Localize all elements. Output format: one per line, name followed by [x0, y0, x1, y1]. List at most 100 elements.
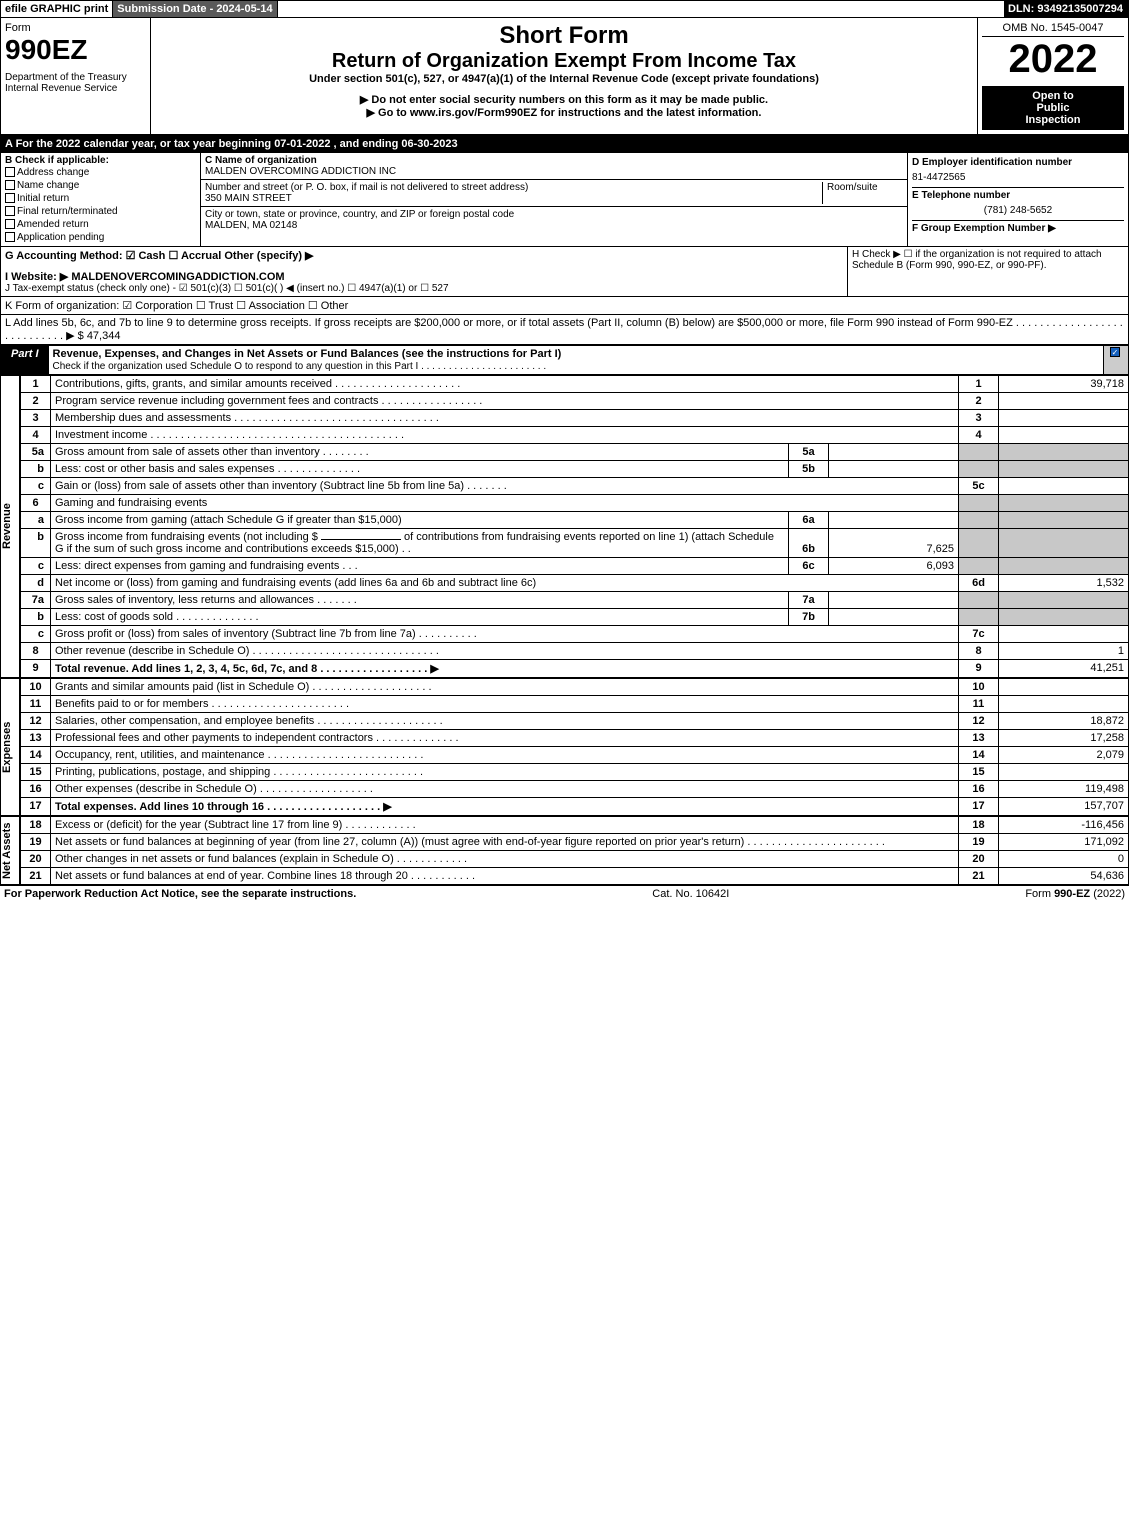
ein: 81-4472565 — [912, 170, 1124, 185]
d-label: D Employer identification number — [912, 155, 1124, 170]
public: Public — [986, 102, 1120, 114]
line-5a: 5aGross amount from sale of assets other… — [21, 444, 1129, 461]
chk-amended[interactable] — [5, 219, 15, 229]
line-5b: bLess: cost or other basis and sales exp… — [21, 461, 1129, 478]
goto-link[interactable]: ▶ Go to www.irs.gov/Form990EZ for instru… — [155, 106, 973, 119]
h-schedule-b: H Check ▶ ☐ if the organization is not r… — [848, 247, 1128, 296]
form-number: 990EZ — [5, 34, 146, 66]
dln: DLN: 93492135007294 — [1004, 1, 1128, 17]
section-b: B Check if applicable: Address change Na… — [1, 153, 201, 246]
org-name: MALDEN OVERCOMING ADDICTION INC — [205, 166, 396, 177]
line-20: 20Other changes in net assets or fund ba… — [21, 851, 1129, 868]
line-8: 8Other revenue (describe in Schedule O) … — [21, 643, 1129, 660]
title-right: OMB No. 1545-0047 2022 Open to Public In… — [978, 18, 1128, 134]
open-public-box: Open to Public Inspection — [982, 86, 1124, 130]
line-9: 9Total revenue. Add lines 1, 2, 3, 4, 5c… — [21, 660, 1129, 678]
inspection: Inspection — [986, 114, 1120, 126]
form-word: Form — [5, 22, 146, 34]
omb-no: OMB No. 1545-0047 — [982, 22, 1124, 37]
row-a-tax-year: A For the 2022 calendar year, or tax yea… — [0, 135, 1129, 153]
section-c: C Name of organization MALDEN OVERCOMING… — [201, 153, 908, 246]
c-label: C Name of organization — [205, 155, 317, 166]
line-6b: bGross income from fundraising events (n… — [21, 529, 1129, 558]
line-7b: bLess: cost of goods sold . . . . . . . … — [21, 609, 1129, 626]
telephone: (781) 248-5652 — [912, 203, 1124, 218]
top-header: efile GRAPHIC print Submission Date - 20… — [0, 0, 1129, 18]
street-label: Number and street (or P. O. box, if mail… — [205, 182, 528, 193]
short-form-title: Short Form — [155, 22, 973, 50]
footer-form: Form 990-EZ (2022) — [1025, 888, 1125, 900]
line-5c: cGain or (loss) from sale of assets othe… — [21, 478, 1129, 495]
i-website[interactable]: I Website: ▶ MALDENOVERCOMINGADDICTION.C… — [5, 271, 285, 283]
chk-final[interactable] — [5, 206, 15, 216]
line-15: 15Printing, publications, postage, and s… — [21, 764, 1129, 781]
net-assets-table: 18Excess or (deficit) for the year (Subt… — [20, 816, 1129, 885]
f-label: F Group Exemption Number ▶ — [912, 220, 1124, 236]
chk-pending[interactable] — [5, 232, 15, 242]
room-label: Room/suite — [827, 182, 878, 193]
part1-label: Part I — [1, 346, 49, 374]
irs-label: Internal Revenue Service — [5, 83, 146, 94]
line-12: 12Salaries, other compensation, and empl… — [21, 713, 1129, 730]
line-14: 14Occupancy, rent, utilities, and mainte… — [21, 747, 1129, 764]
line-6d: dNet income or (loss) from gaming and fu… — [21, 575, 1129, 592]
chk-address-lbl: Address change — [17, 167, 89, 178]
chk-amended-lbl: Amended return — [17, 219, 89, 230]
e-label: E Telephone number — [912, 187, 1124, 203]
efile-label[interactable]: efile GRAPHIC print — [1, 1, 113, 17]
line-7a: 7aGross sales of inventory, less returns… — [21, 592, 1129, 609]
title-center: Short Form Return of Organization Exempt… — [151, 18, 978, 134]
line-18: 18Excess or (deficit) for the year (Subt… — [21, 817, 1129, 834]
chk-address[interactable] — [5, 167, 15, 177]
expenses-side-label: Expenses — [0, 678, 20, 816]
dept-treasury: Department of the Treasury — [5, 72, 146, 83]
ssn-warning: ▶ Do not enter social security numbers o… — [155, 93, 973, 106]
line-6: 6Gaming and fundraising events — [21, 495, 1129, 512]
line-2: 2Program service revenue including gover… — [21, 393, 1129, 410]
footer-left: For Paperwork Reduction Act Notice, see … — [4, 888, 356, 900]
chk-final-lbl: Final return/terminated — [17, 206, 118, 217]
k-form-org: K Form of organization: ☑ Corporation ☐ … — [0, 297, 1129, 315]
revenue-table: 1Contributions, gifts, grants, and simil… — [20, 375, 1129, 678]
chk-initial[interactable] — [5, 193, 15, 203]
line-7c: cGross profit or (loss) from sales of in… — [21, 626, 1129, 643]
line-13: 13Professional fees and other payments t… — [21, 730, 1129, 747]
title-row: Form 990EZ Department of the Treasury In… — [0, 18, 1129, 135]
line-16: 16Other expenses (describe in Schedule O… — [21, 781, 1129, 798]
expenses-table: 10Grants and similar amounts paid (list … — [20, 678, 1129, 816]
street-address: 350 MAIN STREET — [205, 193, 292, 204]
tax-year: 2022 — [982, 37, 1124, 82]
part1-title: Revenue, Expenses, and Changes in Net As… — [49, 346, 1103, 374]
line-3: 3Membership dues and assessments . . . .… — [21, 410, 1129, 427]
part1-checkbox[interactable]: ✓ — [1103, 346, 1128, 374]
submission-date: Submission Date - 2024-05-14 — [113, 1, 277, 17]
revenue-side-label: Revenue — [0, 375, 20, 678]
chk-initial-lbl: Initial return — [17, 193, 69, 204]
under-section: Under section 501(c), 527, or 4947(a)(1)… — [155, 73, 973, 85]
line-19: 19Net assets or fund balances at beginni… — [21, 834, 1129, 851]
form-id-block: Form 990EZ Department of the Treasury In… — [1, 18, 151, 134]
line-11: 11Benefits paid to or for members . . . … — [21, 696, 1129, 713]
line-21: 21Net assets or fund balances at end of … — [21, 868, 1129, 885]
g-accounting: G Accounting Method: ☑ Cash ☐ Accrual Ot… — [5, 249, 843, 262]
b-label: B Check if applicable: — [5, 155, 196, 166]
line-4: 4Investment income . . . . . . . . . . .… — [21, 427, 1129, 444]
chk-name-lbl: Name change — [17, 180, 79, 191]
line-10: 10Grants and similar amounts paid (list … — [21, 679, 1129, 696]
main-title: Return of Organization Exempt From Incom… — [155, 50, 973, 73]
city-label: City or town, state or province, country… — [205, 209, 514, 220]
part1-header: Part I Revenue, Expenses, and Changes in… — [0, 345, 1129, 375]
part1-title-text: Revenue, Expenses, and Changes in Net As… — [53, 348, 562, 360]
net-assets-side-label: Net Assets — [0, 816, 20, 885]
open-to: Open to — [986, 90, 1120, 102]
j-tax-exempt: J Tax-exempt status (check only one) - ☑… — [5, 283, 843, 294]
line-17: 17Total expenses. Add lines 10 through 1… — [21, 798, 1129, 816]
chk-name[interactable] — [5, 180, 15, 190]
entity-row: B Check if applicable: Address change Na… — [0, 153, 1129, 247]
l-gross-receipts: L Add lines 5b, 6c, and 7b to line 9 to … — [0, 315, 1129, 345]
chk-pending-lbl: Application pending — [17, 232, 104, 243]
line-1: 1Contributions, gifts, grants, and simil… — [21, 376, 1129, 393]
part1-subtitle: Check if the organization used Schedule … — [53, 361, 547, 372]
line-6a: aGross income from gaming (attach Schedu… — [21, 512, 1129, 529]
city-state-zip: MALDEN, MA 02148 — [205, 220, 297, 231]
